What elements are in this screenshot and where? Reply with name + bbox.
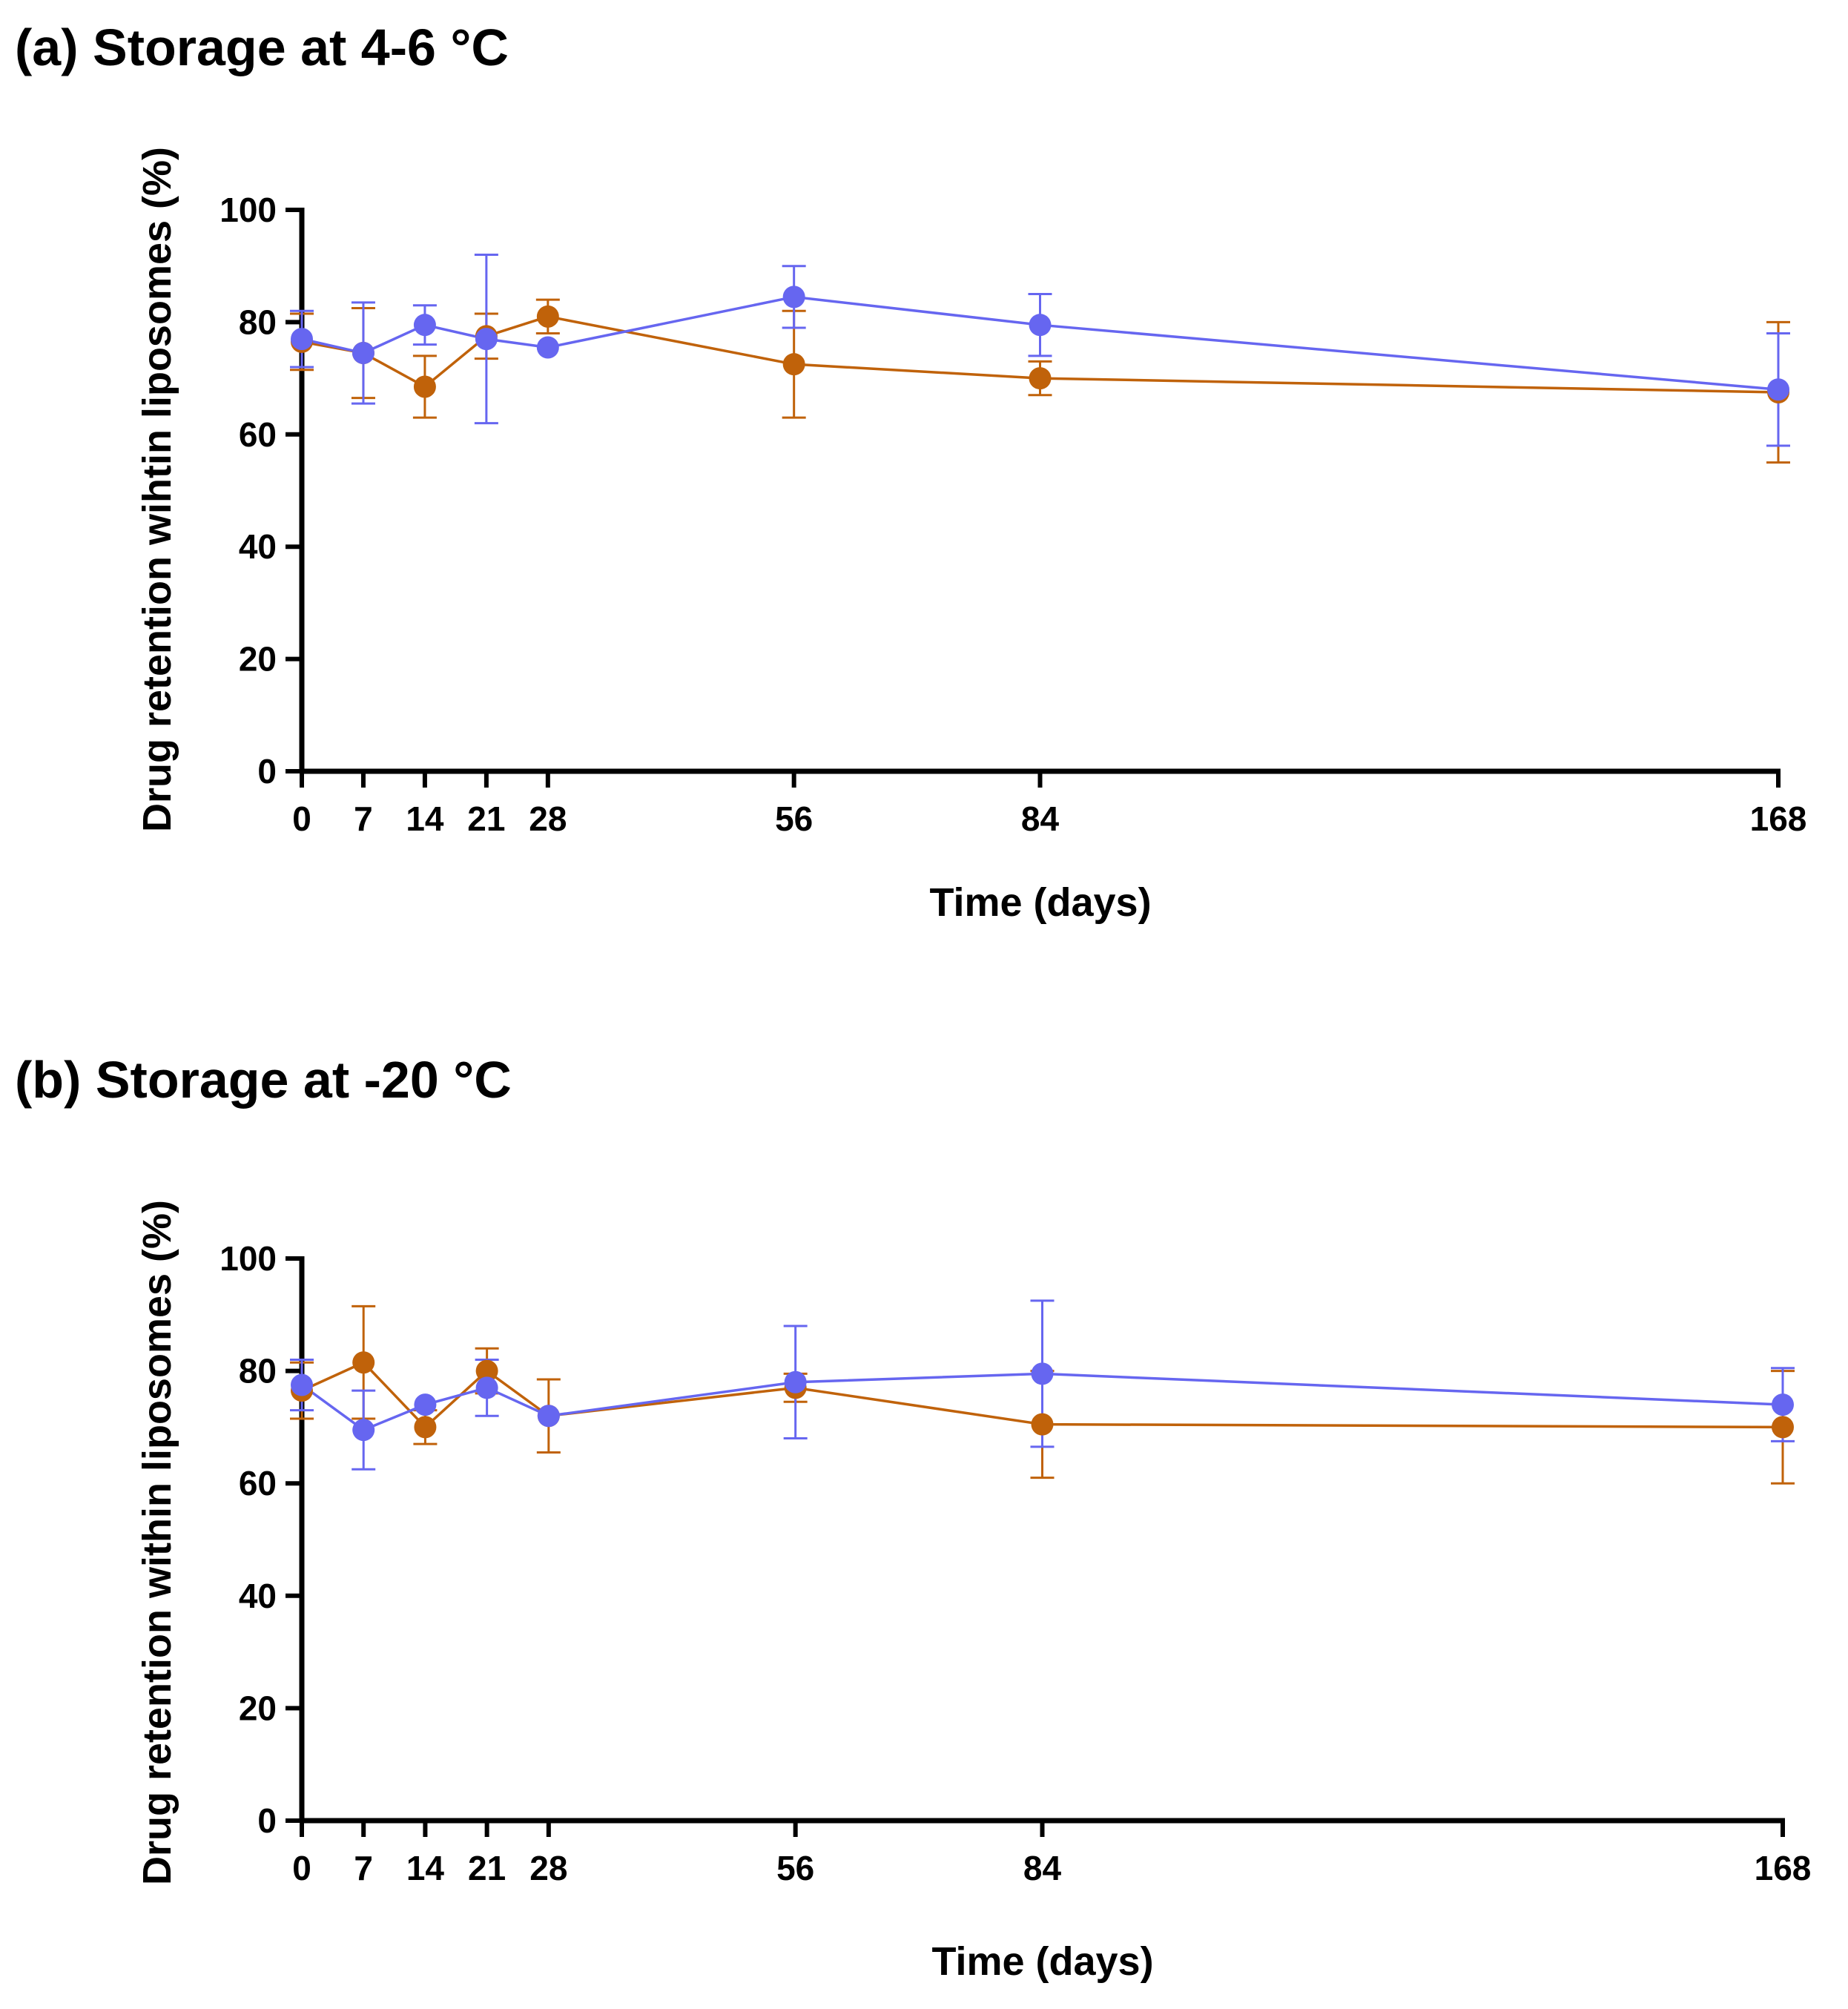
panel-b-orange-point	[352, 1351, 375, 1374]
panel-a-x-tick-label: 168	[1750, 799, 1807, 838]
panel-a-y-tick-label: 0	[257, 752, 277, 791]
panel-a-title: (a) Storage at 4-6 °C	[15, 19, 509, 76]
panel-b-x-tick-label: 7	[354, 1849, 373, 1887]
panel-b-x-tick-label: 21	[468, 1849, 506, 1887]
panel-a-blue-point	[1029, 314, 1052, 337]
panel-b-blue-point	[784, 1370, 807, 1393]
panel-b-x-axis-label: Time (days)	[931, 1939, 1153, 1984]
panel-b-y-tick-label: 0	[257, 1801, 277, 1840]
panel-a-x-tick-label: 14	[406, 799, 444, 838]
panel-b-orange-point	[1772, 1416, 1794, 1439]
panel-a-orange-point	[782, 353, 805, 376]
panel-a-x-tick-label: 56	[775, 799, 813, 838]
panel-b-blue-point	[475, 1376, 498, 1399]
panel-a-orange-point	[413, 375, 436, 398]
panel-b-y-tick-label: 40	[239, 1577, 277, 1615]
panel-b-x-tick-label: 56	[776, 1849, 814, 1887]
panel-b-blue-point	[537, 1405, 560, 1428]
panel-a-y-tick-label: 20	[239, 640, 277, 679]
panel-a-x-tick-label: 7	[354, 799, 373, 838]
panel-b-y-tick-label: 100	[220, 1239, 277, 1278]
panel-a-y-tick-label: 60	[239, 415, 277, 454]
panel-a-blue-point	[1767, 378, 1789, 401]
panel-b-orange-point	[414, 1416, 437, 1439]
panel-b-orange-point	[475, 1359, 498, 1382]
panel-b-y-tick-label: 80	[239, 1352, 277, 1391]
panel-b-orange-series-line	[301, 1361, 1783, 1429]
panel-a-blue-point	[352, 342, 374, 365]
panel-b-y-tick-label: 20	[239, 1689, 277, 1727]
panel-a-x-tick-label: 84	[1021, 799, 1060, 838]
panel-a-y-tick-label: 40	[239, 527, 277, 566]
panel-a-orange-series-line	[301, 315, 1779, 394]
panel-a-orange-point	[1029, 367, 1052, 390]
panel-a-y-tick-label: 100	[220, 191, 277, 229]
panel-b-blue-point	[352, 1419, 375, 1442]
panel-b-blue-point	[1772, 1393, 1794, 1416]
panel-b-title: (b) Storage at -20 °C	[15, 1051, 512, 1109]
panel-a-y-tick-label: 80	[239, 303, 277, 341]
panel-b-blue-point	[1031, 1362, 1054, 1385]
panel-a-blue-point	[782, 286, 805, 309]
panel-a-blue-point	[536, 336, 559, 359]
panel-b-x-tick-label: 168	[1755, 1849, 1812, 1887]
panel-a-blue-series-line	[301, 295, 1779, 391]
panel-a-blue-point	[291, 328, 313, 351]
panel-a-chart: (a) Storage at 4-6 °C Drug retention wih…	[15, 19, 1806, 925]
panel-b-y-tick-label: 60	[239, 1464, 277, 1502]
panel-a-y-axis-label: Drug retention wihtin liposomes (%)	[135, 147, 179, 832]
panel-a-orange-point	[536, 305, 559, 328]
panel-a-x-axis-label: Time (days)	[929, 880, 1151, 925]
panel-b-x-tick-label: 28	[529, 1849, 567, 1887]
panel-a-blue-point	[475, 328, 498, 351]
panel-b-x-tick-label: 0	[292, 1849, 311, 1887]
panel-a-x-tick-label: 28	[529, 799, 567, 838]
panel-b-y-axis-label: Drug retention within liposomes (%)	[135, 1200, 179, 1885]
panel-b-x-tick-label: 84	[1023, 1849, 1062, 1887]
panel-b-chart: (b) Storage at -20 °C Drug retention wit…	[15, 1051, 1811, 1984]
panel-a-blue-point	[413, 314, 436, 337]
panel-b-blue-point	[291, 1373, 313, 1396]
panel-b-blue-point	[414, 1393, 437, 1416]
panel-a-x-tick-label: 21	[467, 799, 505, 838]
panel-b-orange-point	[1031, 1413, 1054, 1436]
panel-b-x-tick-label: 14	[406, 1849, 445, 1887]
panel-a-x-tick-label: 0	[292, 799, 311, 838]
